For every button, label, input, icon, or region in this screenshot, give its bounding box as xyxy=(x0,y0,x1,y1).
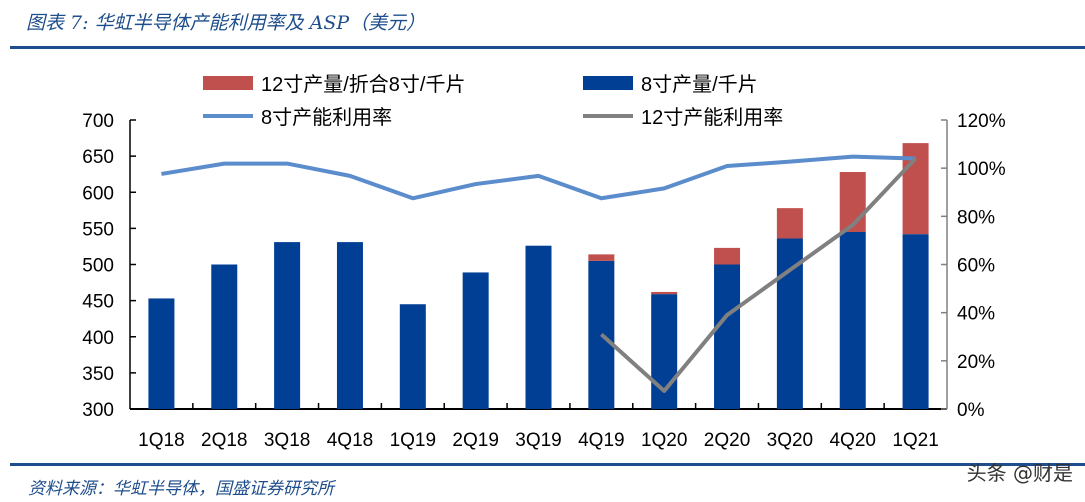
bar-12inch-output xyxy=(651,291,678,295)
x-axis-tick-label: 1Q20 xyxy=(641,430,687,451)
right-axis-tick-label: 40% xyxy=(957,304,995,325)
x-axis-tick-label: 2Q19 xyxy=(452,430,498,451)
bar-8inch-output xyxy=(148,298,175,409)
bar-12inch-output xyxy=(776,208,803,239)
x-axis-tick-label: 2Q20 xyxy=(704,430,750,451)
left-axis-tick-label: 300 xyxy=(82,400,114,421)
legend-label: 12寸产量/折合8寸/千片 xyxy=(261,73,465,96)
bar-8inch-output xyxy=(839,231,866,409)
bar-8inch-output xyxy=(399,304,426,409)
x-axis-tick-label: 4Q18 xyxy=(327,430,373,451)
x-axis-tick-label: 2Q18 xyxy=(201,430,247,451)
right-axis-tick-label: 20% xyxy=(957,352,995,373)
left-axis-tick-label: 550 xyxy=(82,219,114,240)
x-axis-tick-label: 1Q19 xyxy=(390,430,436,451)
x-axis-tick-label: 3Q20 xyxy=(767,430,813,451)
left-axis-tick-label: 650 xyxy=(82,147,114,168)
source-note: 资料来源：华虹半导体，国盛证券研究所 xyxy=(28,479,334,499)
bar-8inch-output xyxy=(211,264,238,409)
bar-8inch-output xyxy=(525,245,552,409)
watermark: 头条 @财是 xyxy=(966,461,1073,485)
right-axis-tick-label: 0% xyxy=(957,400,985,421)
right-axis-tick-label: 120% xyxy=(957,111,1006,132)
right-axis-tick-label: 60% xyxy=(957,256,995,277)
x-axis-tick-label: 4Q19 xyxy=(578,430,624,451)
legend-label: 8寸产能利用率 xyxy=(261,106,392,129)
bar-12inch-output xyxy=(588,254,615,261)
bar-8inch-output xyxy=(462,272,489,409)
left-axis-tick-label: 700 xyxy=(82,111,114,132)
left-axis-tick-label: 400 xyxy=(82,328,114,349)
legend-swatch xyxy=(203,76,253,90)
legend-label: 12寸产能利用率 xyxy=(641,106,783,129)
right-axis-tick-label: 80% xyxy=(957,207,995,228)
right-axis-tick-label: 100% xyxy=(957,159,1006,180)
bar-8inch-output xyxy=(776,238,803,409)
line-8inch-utilization xyxy=(161,154,916,201)
x-axis-tick-label: 1Q18 xyxy=(138,430,184,451)
footer-rule xyxy=(10,463,1085,466)
left-axis-tick-label: 600 xyxy=(82,183,114,204)
left-axis-tick-label: 350 xyxy=(82,364,114,385)
line-12inch-utilization xyxy=(600,157,918,393)
x-axis-tick-label: 1Q21 xyxy=(892,430,938,451)
bar-8inch-output xyxy=(336,242,363,409)
legend-swatch xyxy=(583,76,633,90)
bar-8inch-output xyxy=(714,264,741,409)
x-axis-tick-label: 3Q18 xyxy=(264,430,310,451)
bar-12inch-output xyxy=(839,172,866,232)
bar-8inch-output xyxy=(274,242,301,409)
left-axis-tick-label: 450 xyxy=(82,292,114,313)
x-axis-tick-label: 3Q19 xyxy=(515,430,561,451)
x-axis-tick-label: 4Q20 xyxy=(829,430,875,451)
title-rule xyxy=(10,46,1085,49)
bar-12inch-output xyxy=(714,247,741,265)
figure-title: 图表 7: 华虹半导体产能利用率及 ASP（美元） xyxy=(26,12,426,34)
legend-label: 8寸产量/千片 xyxy=(641,73,758,96)
left-axis-tick-label: 500 xyxy=(82,256,114,277)
bar-8inch-output xyxy=(902,234,929,409)
